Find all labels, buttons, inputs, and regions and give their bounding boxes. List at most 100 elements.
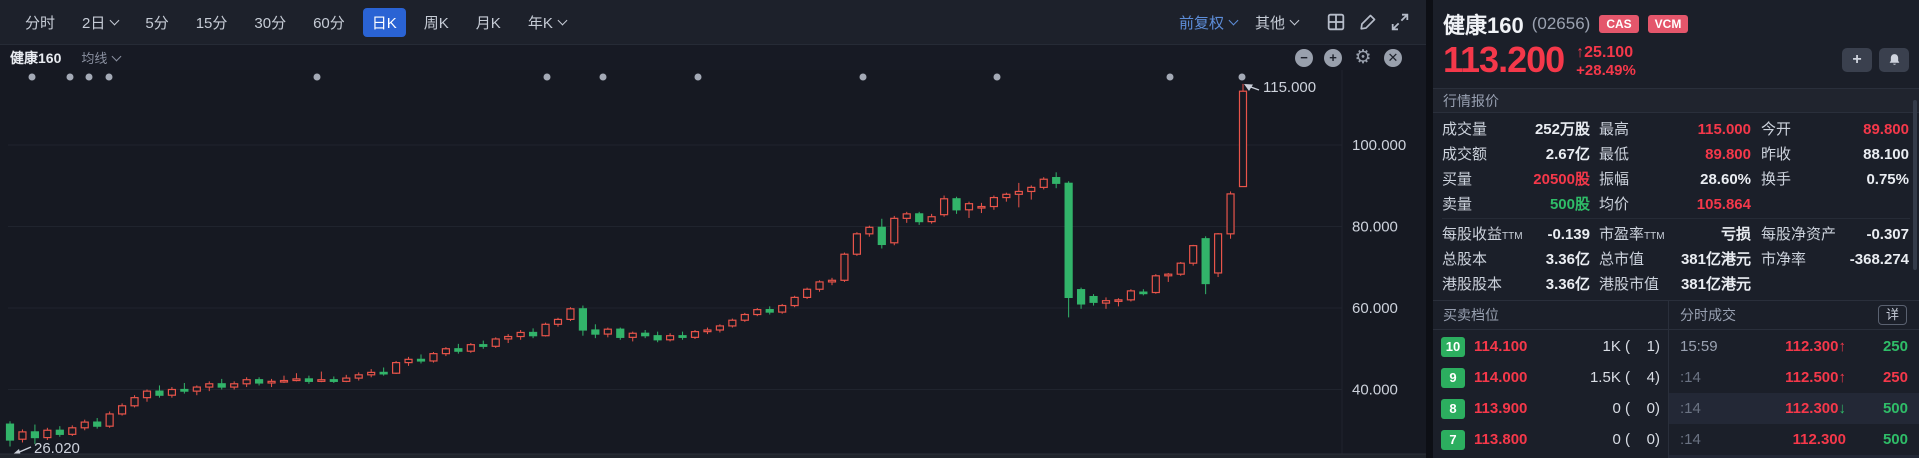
stat-row: 港股股本 3.36亿 港股市值 381亿港元 [1442,271,1910,296]
tick-time: 15:59 [1680,338,1718,355]
stat-label: 换手 [1761,171,1792,188]
zoom-in-icon[interactable]: + [1324,48,1342,67]
tick-row: :14 112.300↓ 500 [1669,393,1919,424]
event-marker-dot[interactable] [599,73,607,81]
scrollbar-thumb[interactable] [1913,100,1917,270]
event-marker-dot[interactable] [28,73,36,81]
chart-symbol-label: 健康160 [10,49,62,66]
event-marker-dot[interactable] [105,73,113,81]
stat-cell: 成交额 2.67亿 [1442,143,1590,164]
stats-divider [1442,218,1910,219]
orderbook-title: 买卖档位 [1443,307,1499,323]
period-tab-30分[interactable]: 30分 [254,14,287,32]
ma-dropdown[interactable]: 均线 [81,48,122,67]
draw-brush-icon[interactable] [1358,12,1378,32]
stat-cell: 成交量 252万股 [1442,118,1590,139]
stat-value: 500股 [1549,196,1590,213]
period-tab-2日[interactable]: 2日 [73,8,127,37]
event-marker-dot[interactable] [993,73,1001,81]
tick-rows: 15:59 112.300↑ 250:14 112.500↑ 250:14 112.300… [1669,331,1919,458]
tick-up-arrow-icon: ↑ [1838,369,1847,386]
event-marker-dot[interactable] [313,73,321,81]
event-marker-dot[interactable] [543,73,551,81]
y-axis-label: 60.000 [1352,300,1398,317]
tick-row: 15:59 112.300↑ 250 [1669,331,1919,362]
event-marker-dot[interactable] [694,73,702,81]
stat-cell: 均价 105.864 [1599,193,1751,214]
candlestick-series [5,83,1248,447]
ask-price: 114.100 [1474,338,1528,355]
level-badge: 8 [1441,398,1465,419]
settings-gear-icon[interactable]: ⚙ [1354,47,1372,68]
stat-label: 今开 [1761,121,1792,138]
ask-size: 0 (0) [1612,400,1660,417]
stat-label: 振幅 [1599,171,1630,188]
period-tab-周K[interactable]: 周K [423,14,449,32]
close-icon[interactable]: ✕ [1384,48,1402,67]
stat-cell: 换手 0.75% [1761,168,1909,189]
stat-cell: 港股股本 3.36亿 [1442,273,1590,294]
tick-up-arrow-icon: ↑ [1838,338,1847,355]
stat-label: 最高 [1599,121,1630,138]
stat-value: 20500股 [1533,171,1590,188]
ask-size: 1K (1) [1602,338,1660,355]
period-tab-日K[interactable]: 日K [362,7,406,37]
stat-value: 28.60% [1700,171,1751,188]
quote-header: 健康160 (02656) CAS VCM 113.200 ↑25.100 +2… [1433,0,1919,88]
stat-cell: 每股收益TTM -0.139 [1442,223,1590,244]
stat-value: 115.000 [1697,121,1751,138]
stat-row: 每股收益TTM -0.139 市盈率TTM 亏损 每股净资产 -0.307 [1442,221,1910,246]
zoom-out-icon[interactable]: − [1295,48,1313,67]
orderbook-row[interactable]: 7 113.800 0 (0) [1433,424,1668,455]
vcm-badge[interactable]: VCM [1647,15,1689,33]
event-marker-dot[interactable] [859,73,867,81]
tick-price: 112.300 [1792,431,1846,448]
stat-label: 成交额 [1442,146,1488,163]
event-marker-dot[interactable] [66,73,74,81]
quote-stats: 成交量 252万股 最高 115.000 今开 89.800 成交额 2.67亿 最低 89.80… [1433,113,1919,296]
stat-value: 3.36亿 [1545,276,1590,293]
ticks-detail-button[interactable]: 详 [1877,305,1907,325]
level-badge: 7 [1441,429,1465,450]
adjust-mode-dropdown[interactable]: 前复权 [1179,12,1239,33]
candlestick-chart[interactable]: 100.000 80.000 60.000 40.000 115.000 26.020 [0,70,1426,458]
stat-label: 每股净资产 [1761,226,1837,243]
stat-label: 成交量 [1442,121,1488,138]
ask-count: 4) [1646,369,1660,386]
tick-volume: 250 [1882,338,1908,355]
stat-value: -368.274 [1849,251,1909,268]
alert-bell-button[interactable] [1879,48,1909,72]
period-tab-月K[interactable]: 月K [475,14,501,32]
stat-value: 381亿港元 [1680,251,1751,268]
orderbook-row[interactable]: 8 113.900 0 (0) [1433,393,1668,424]
y-axis-label: 40.000 [1352,382,1398,399]
bottom-headers: 买卖档位 分时成交 详 [1433,300,1919,330]
tick-row: :14 112.300 500 [1669,424,1919,455]
chart-subheader: 健康160 均线 − + ⚙ ✕ [0,45,1426,70]
y-axis-label: 80.000 [1352,219,1398,236]
period-tab-5分[interactable]: 5分 [145,14,169,32]
grid-layout-icon[interactable] [1326,12,1346,32]
stat-row: 卖量 500股 均价 105.864 [1442,191,1910,216]
event-marker-dot[interactable] [1166,73,1174,81]
quote-section-title: 行情报价 [1433,88,1919,113]
chart-panel: 分时 2日 5分 15分 30分 60分 日K 周K 月K 年K 前复权 其他 健康160 均线 … [0,0,1426,458]
event-marker-dot[interactable] [1238,73,1246,81]
stat-cell: 每股净资产 -0.307 [1761,223,1909,244]
add-watchlist-button[interactable]: + [1842,48,1872,72]
cas-badge[interactable]: CAS [1599,15,1639,33]
chart-toolbar-right: 前复权 其他 [1179,12,1410,33]
period-tab-60分[interactable]: 60分 [313,14,345,32]
ticks-title: 分时成交 [1680,307,1736,323]
tick-time: :14 [1680,400,1701,417]
orderbook-row[interactable]: 10 114.100 1K (1) [1433,331,1668,362]
orderbook-row[interactable]: 9 114.000 1.5K (4) [1433,362,1668,393]
fullscreen-icon[interactable] [1390,12,1410,32]
period-tab-年K[interactable]: 年K [519,8,575,37]
period-tab-15分[interactable]: 15分 [195,14,228,32]
more-dropdown[interactable]: 其他 [1255,12,1300,33]
tick-time: :14 [1680,369,1701,386]
period-tabs: 分时 2日 5分 15分 30分 60分 日K 周K 月K 年K [16,7,584,37]
period-tab-分时[interactable]: 分时 [25,14,56,32]
event-marker-dot[interactable] [85,73,93,81]
